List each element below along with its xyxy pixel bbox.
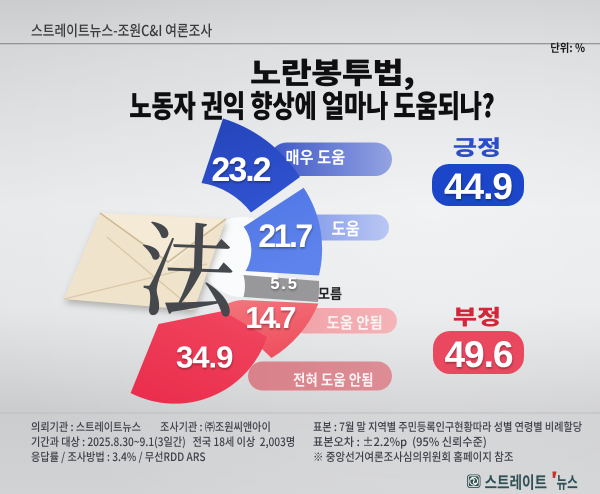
svg-text:21.7: 21.7 (258, 218, 312, 254)
svg-text:5.5: 5.5 (270, 275, 298, 293)
svg-text:23.2: 23.2 (211, 151, 270, 189)
svg-text:49.6: 49.6 (444, 334, 512, 375)
svg-text:34.9: 34.9 (176, 340, 233, 375)
svg-text:44.9: 44.9 (444, 166, 512, 207)
svg-text:14.7: 14.7 (245, 301, 295, 335)
